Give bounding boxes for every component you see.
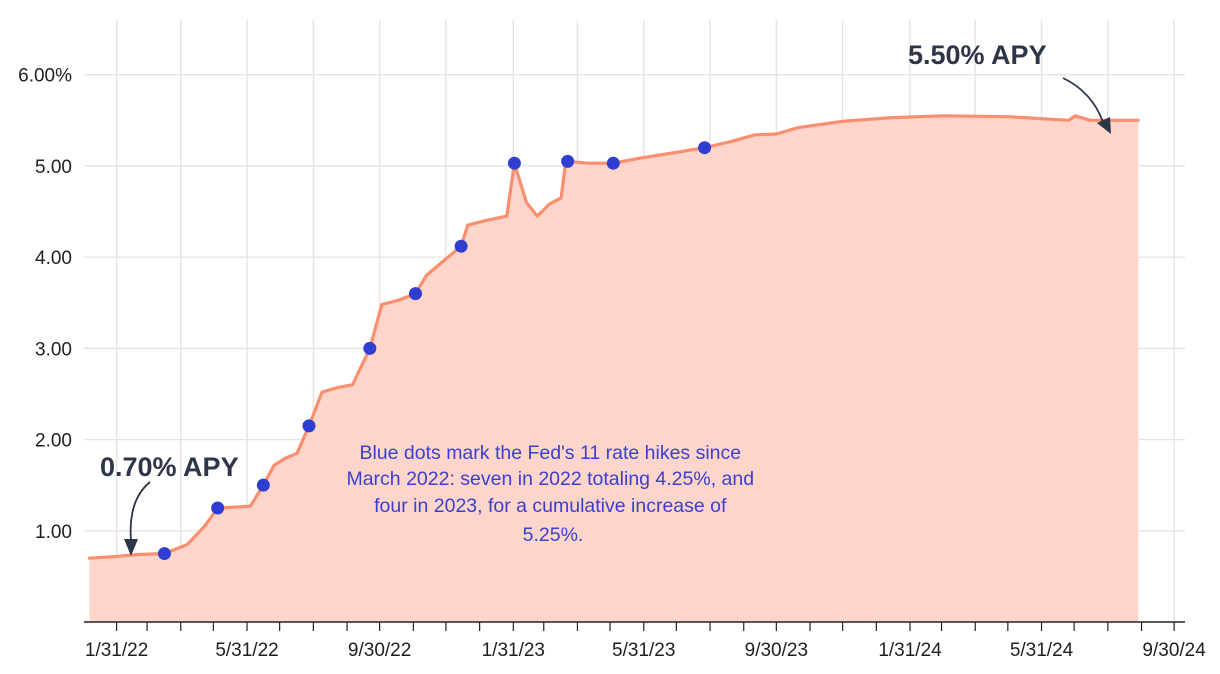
end-apy-callout: 5.50% APY	[908, 40, 1047, 70]
end-callout-arrow	[1062, 77, 1111, 134]
axes: 1.00 2.00 3.00 4.00 5.00 6.00% 1/31/22 5/31/22 9…	[18, 66, 1206, 661]
start-apy-callout: 0.70% APY	[100, 452, 239, 482]
x-tick-label: 1/31/24	[878, 640, 942, 661]
rate-hike-dot	[211, 501, 225, 515]
rate-hike-markers	[157, 141, 712, 561]
y-tick-label: 6.00%	[18, 66, 72, 87]
note-line-2: March 2022: seven in 2022 totaling 4.25%…	[346, 468, 754, 490]
rate-hike-dot	[256, 478, 270, 492]
x-tick-label: 1/31/22	[85, 640, 148, 661]
area-fill	[89, 115, 1139, 623]
x-tick-label: 5/31/23	[612, 640, 675, 661]
y-tick-label: 1.00	[35, 522, 72, 543]
note-line-3: four in 2023, for a cumulative increase …	[374, 495, 727, 517]
area-series	[87, 114, 1140, 623]
x-tick-label: 1/31/23	[482, 640, 545, 661]
x-tick-label: 9/30/24	[1142, 640, 1206, 661]
rate-hike-dot	[302, 419, 316, 433]
y-tick-label: 2.00	[35, 431, 72, 452]
x-tick-label: 9/30/22	[348, 640, 411, 661]
rate-hike-dot	[363, 341, 377, 355]
rate-hike-dot	[157, 547, 171, 561]
fed-hikes-note: Blue dots mark the Fed's 11 rate hikes s…	[346, 442, 759, 546]
y-tick-label: 4.00	[35, 248, 72, 269]
x-tick-label: 5/31/24	[1010, 640, 1074, 661]
rate-hike-dot	[698, 141, 712, 155]
x-tick-label: 9/30/23	[745, 640, 808, 661]
rate-hike-dot	[561, 154, 575, 168]
rate-hike-dot	[606, 156, 620, 170]
note-line-4: 5.25%.	[523, 524, 584, 546]
note-line-1: Blue dots mark the Fed's 11 rate hikes s…	[359, 442, 741, 464]
rate-hike-dot	[408, 287, 422, 301]
rate-hike-dot	[454, 239, 468, 253]
x-tick-label: 5/31/22	[215, 640, 278, 661]
rate-hike-dot	[507, 156, 521, 170]
series-line	[87, 114, 1140, 560]
start-callout-arrow	[124, 481, 151, 556]
y-tick-label: 5.00	[35, 157, 72, 178]
y-tick-label: 3.00	[35, 339, 72, 360]
